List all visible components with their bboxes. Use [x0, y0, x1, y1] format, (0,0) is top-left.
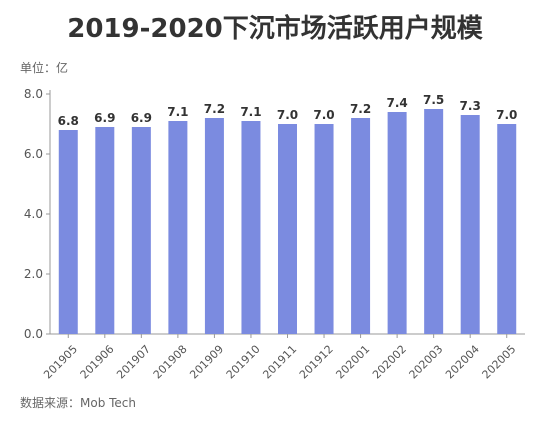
bar [424, 109, 444, 334]
unit-label: 单位：亿 [20, 61, 69, 75]
x-tick-label: 201909 [187, 343, 226, 382]
x-tick-label: 202004 [443, 343, 482, 382]
bar [351, 118, 371, 334]
x-tick-label: 201908 [151, 343, 190, 382]
x-tick-label: 201910 [224, 343, 263, 382]
chart-title: 2019-2020下沉市场活跃用户规模 [67, 14, 483, 44]
x-tick-label: 202001 [333, 343, 372, 382]
data-label: 7.2 [204, 102, 225, 116]
data-label: 7.5 [423, 93, 444, 107]
bar [314, 124, 334, 334]
bar [387, 112, 407, 334]
source-label: 数据来源：Mob Tech [20, 396, 137, 410]
data-label: 6.9 [94, 111, 115, 125]
bar [204, 118, 224, 334]
x-tick-label: 201907 [114, 343, 153, 382]
y-tick-label: 2.0 [24, 267, 43, 281]
x-tick-label: 202003 [407, 343, 446, 382]
bar [131, 127, 151, 334]
data-label: 7.2 [350, 102, 371, 116]
x-tick-label: 201906 [78, 343, 117, 382]
y-tick-label: 6.0 [24, 147, 43, 161]
bar [95, 127, 115, 334]
x-tick-label: 201905 [41, 343, 80, 382]
y-tick-label: 0.0 [24, 327, 43, 341]
bar [278, 124, 297, 334]
data-label: 7.1 [167, 105, 188, 119]
data-label: 7.0 [313, 108, 334, 122]
data-label: 7.4 [386, 96, 407, 110]
y-tick-label: 4.0 [24, 207, 43, 221]
data-label: 7.3 [460, 99, 481, 113]
data-label: 7.0 [277, 108, 298, 122]
x-tick-label: 201912 [297, 343, 336, 382]
data-label: 6.8 [58, 114, 79, 128]
x-tick-label: 202002 [370, 343, 409, 382]
bar [168, 121, 188, 334]
bar [58, 130, 78, 334]
data-label: 7.1 [240, 105, 261, 119]
x-tick-label: 202005 [480, 343, 519, 382]
bar [460, 115, 480, 334]
data-label: 6.9 [131, 111, 152, 125]
data-label: 7.0 [496, 108, 517, 122]
x-tick-label: 201911 [260, 343, 299, 382]
bar [497, 124, 517, 334]
y-tick-label: 8.0 [24, 87, 43, 101]
bar [241, 121, 261, 334]
